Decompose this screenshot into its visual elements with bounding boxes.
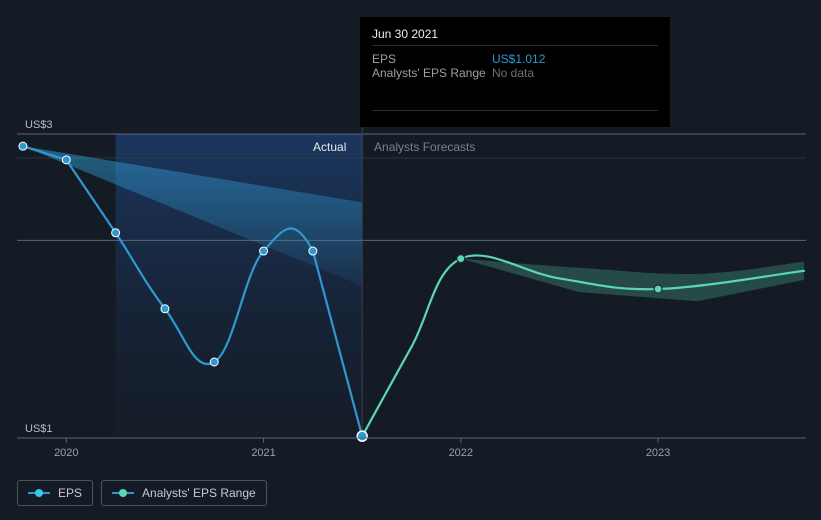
legend-item-label: EPS (58, 486, 82, 500)
legend-item-label: Analysts' EPS Range (142, 486, 256, 500)
x-tick-label: 2021 (251, 447, 275, 459)
eps-actual-marker (62, 156, 70, 164)
legend: EPS Analysts' EPS Range (17, 480, 267, 506)
y-axis-label: US$1 (25, 423, 53, 435)
eps-forecast-marker (654, 285, 662, 293)
tooltip-row-value: US$1.012 (492, 52, 545, 66)
eps-actual-marker (260, 247, 268, 255)
eps-actual-marker (112, 229, 120, 237)
hover-marker (357, 431, 367, 441)
eps-actual-marker (161, 305, 169, 313)
region-label-actual: Actual (313, 140, 346, 154)
tooltip-row: EPSUS$1.012 (372, 52, 658, 66)
legend-item-range[interactable]: Analysts' EPS Range (101, 480, 267, 506)
tooltip-date: Jun 30 2021 (372, 27, 658, 41)
chart-tooltip: Jun 30 2021 EPSUS$1.012Analysts' EPS Ran… (360, 17, 670, 127)
eps-actual-marker (210, 358, 218, 366)
legend-swatch-icon (28, 488, 50, 498)
tooltip-row-label: Analysts' EPS Range (372, 66, 492, 80)
legend-item-eps[interactable]: EPS (17, 480, 93, 506)
tooltip-separator-bottom (372, 110, 658, 111)
eps-forecast-marker (457, 255, 465, 263)
x-tick-label: 2023 (646, 447, 670, 459)
region-label-forecast: Analysts Forecasts (374, 140, 475, 154)
tooltip-row-value: No data (492, 66, 534, 80)
legend-swatch-icon (112, 488, 134, 498)
x-tick-label: 2022 (449, 447, 473, 459)
analysts-range-forecast (461, 259, 804, 302)
tooltip-row: Analysts' EPS RangeNo data (372, 66, 658, 80)
tooltip-separator (372, 45, 658, 46)
x-tick-label: 2020 (54, 447, 78, 459)
eps-actual-marker (309, 247, 317, 255)
eps-actual-marker (19, 142, 27, 150)
y-axis-label: US$3 (25, 119, 53, 131)
tooltip-row-label: EPS (372, 52, 492, 66)
